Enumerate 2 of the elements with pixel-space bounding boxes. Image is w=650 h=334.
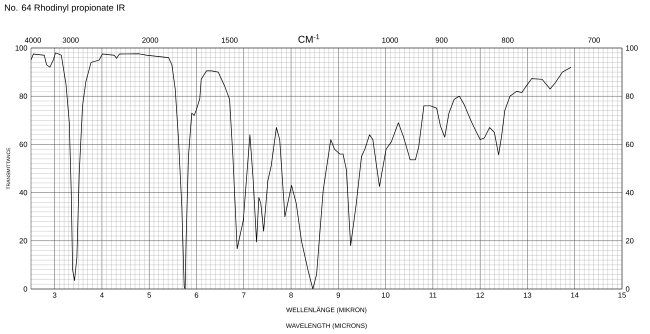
x2-axis-title: CM$^{-1}$ — [298, 34, 320, 43]
chart-title: No. 64 Rhodinyl propionate IR — [4, 4, 125, 13]
